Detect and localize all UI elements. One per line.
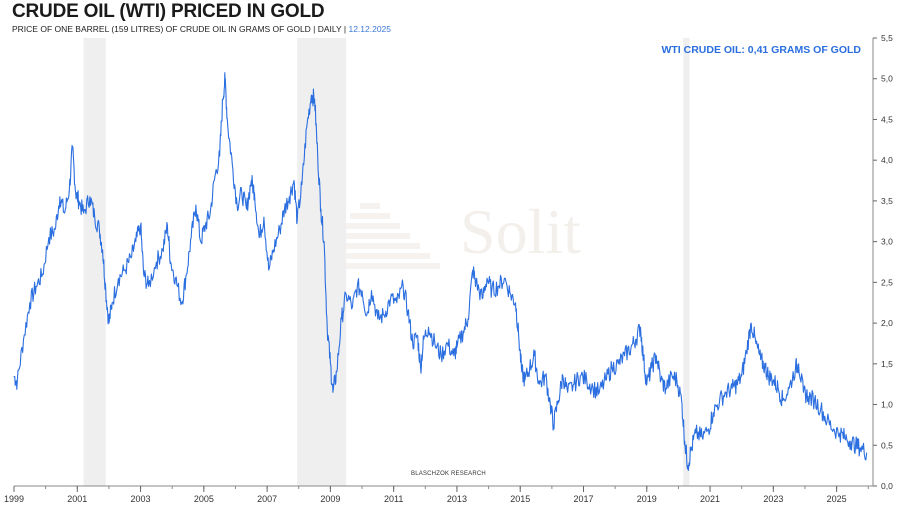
y-tick-label-2: 1,0 <box>881 400 893 410</box>
x-tick-label-2009: 2009 <box>320 494 340 504</box>
x-tick-label-2025: 2025 <box>827 494 847 504</box>
latest-value-callout: WTI CRUDE OIL: 0,41 GRAMS OF GOLD <box>661 44 861 56</box>
x-tick-label-2001: 2001 <box>67 494 87 504</box>
y-tick-label-6: 3,0 <box>881 237 893 247</box>
y-tick-label-9: 4,5 <box>881 114 893 124</box>
x-tick-label-2003: 2003 <box>131 494 151 504</box>
subtitle-date: 12.12.2025 <box>348 24 392 34</box>
y-tick-label-7: 3,5 <box>881 196 893 206</box>
y-tick-label-3: 1,5 <box>881 359 893 369</box>
x-tick-label-2011: 2011 <box>384 494 403 504</box>
y-tick-label-0: 0,0 <box>881 481 893 491</box>
y-tick-label-11: 5,5 <box>881 33 893 43</box>
recession-band-2 <box>683 38 690 486</box>
recession-band-0 <box>83 38 106 486</box>
x-tick-label-2017: 2017 <box>573 494 593 504</box>
watermark-logo: Solit <box>300 195 630 285</box>
x-tick-label-2015: 2015 <box>510 494 530 504</box>
series-line-0 <box>13 72 868 471</box>
chart-subtitle: PRICE OF ONE BARREL (159 LITRES) OF CRUD… <box>12 24 391 34</box>
x-tick-label-2019: 2019 <box>637 494 657 504</box>
y-tick-label-10: 5,0 <box>881 74 893 84</box>
watermark-bars-icon <box>300 203 440 269</box>
source-label: BLASCHZOK RESEARCH <box>411 471 486 477</box>
x-tick-label-2023: 2023 <box>763 494 783 504</box>
y-tick-label-4: 2,0 <box>881 318 893 328</box>
subtitle-text: PRICE OF ONE BARREL (159 LITRES) OF CRUD… <box>12 24 349 34</box>
y-tick-label-8: 4,0 <box>881 155 893 165</box>
y-tick-label-1: 0,5 <box>881 440 893 450</box>
x-tick-label-2005: 2005 <box>194 494 214 504</box>
x-tick-label-2007: 2007 <box>257 494 277 504</box>
x-tick-label-1999: 1999 <box>4 494 24 504</box>
chart-title: CRUDE OIL (WTI) PRICED IN GOLD <box>12 1 325 22</box>
x-tick-label-2013: 2013 <box>447 494 467 504</box>
recession-band-1 <box>297 38 347 486</box>
y-tick-label-5: 2,5 <box>881 277 893 287</box>
watermark-text: Solit <box>460 196 581 267</box>
x-tick-label-2021: 2021 <box>700 494 720 504</box>
